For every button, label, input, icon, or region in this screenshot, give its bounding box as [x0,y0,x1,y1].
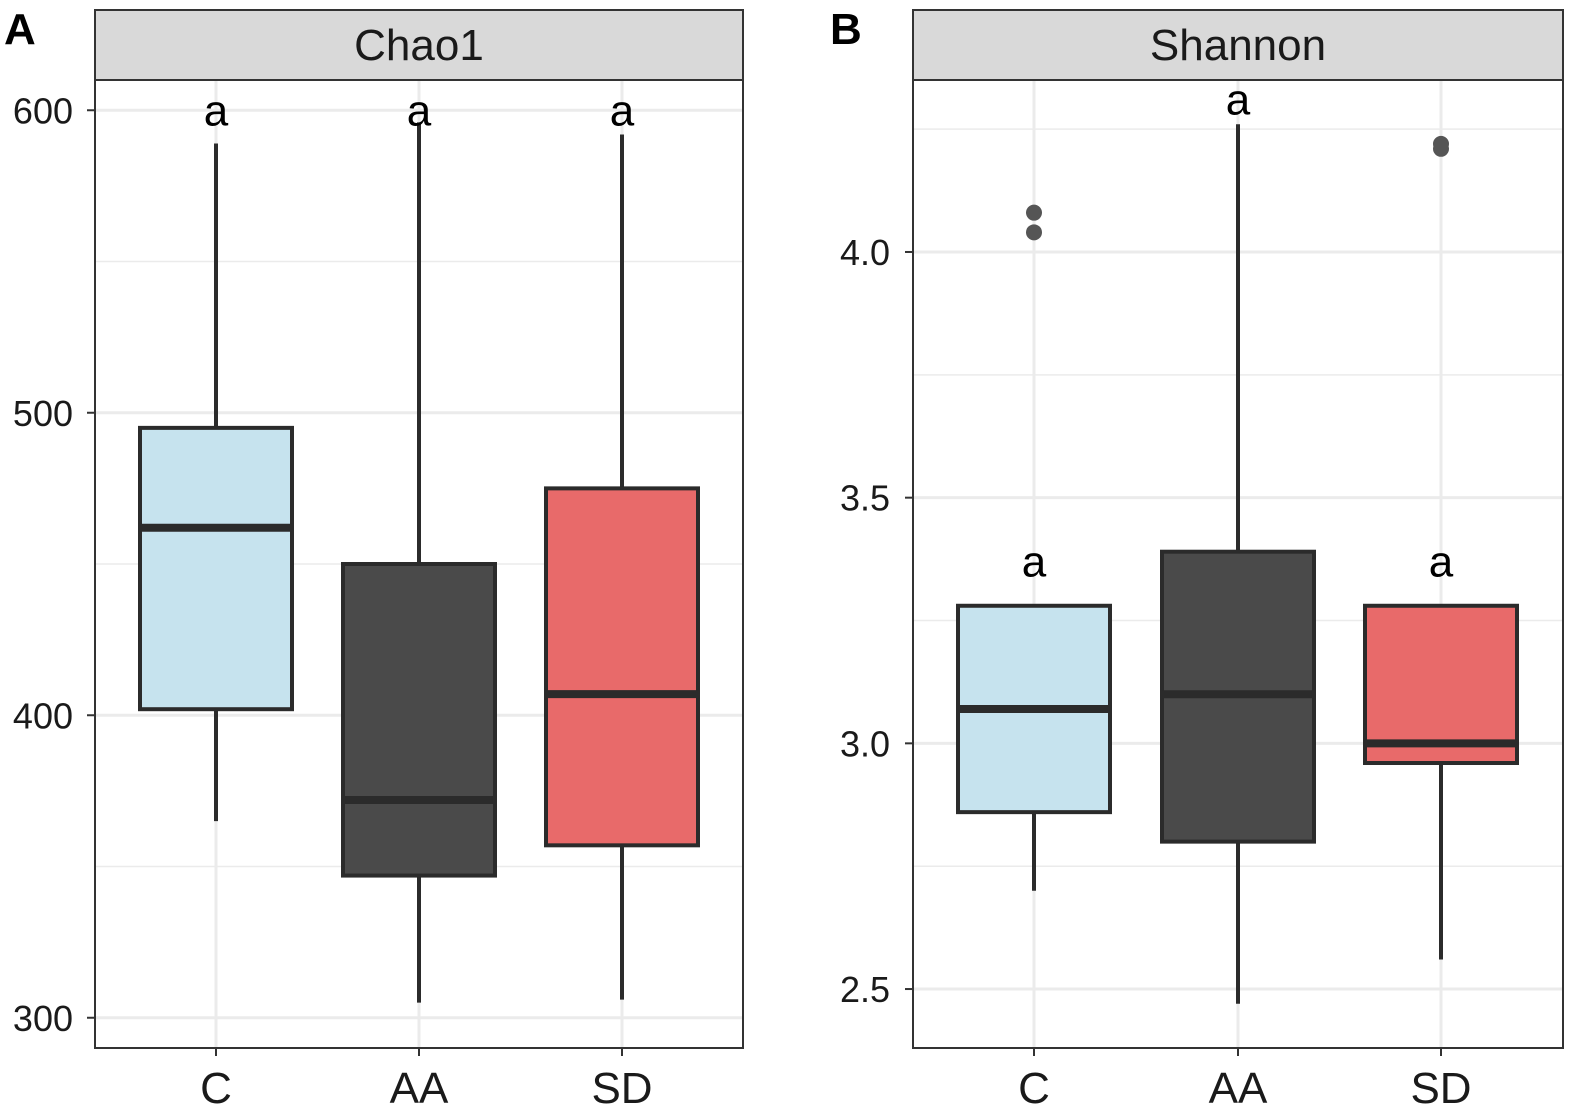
box-aa: a [1160,76,1316,1004]
significance-letter: a [1226,76,1251,125]
x-tick-label: C [1018,1064,1050,1113]
x-tick-label: SD [591,1064,652,1113]
box-iqr [341,562,497,878]
outlier-point [1026,204,1042,221]
significance-letter: a [1022,538,1047,587]
significance-letter: a [204,86,229,135]
x-tick-label: SD [1410,1064,1471,1113]
box-iqr [544,486,700,848]
outlier-point [1026,224,1042,241]
strip-header [912,9,1564,81]
y-tick-label: 400 [13,695,73,736]
strip-title: Chao1 [354,21,484,70]
y-tick-label: 300 [13,998,73,1039]
box-aa: a [341,86,497,1003]
strip-title: Shannon [1150,21,1326,70]
significance-letter: a [407,86,432,135]
y-tick-label: 4.0 [840,232,890,273]
significance-letter: a [610,86,635,135]
box-sd: a [1363,135,1519,960]
box-iqr [1363,603,1519,766]
y-tick-label: 600 [13,90,73,131]
panel-chao1: A Chao1 300 400 500 600 a a a C AA SD [4,5,744,1113]
box-c: a [956,204,1112,891]
panel-label: A [4,5,36,54]
panel-label: B [830,5,862,54]
x-tick-label: AA [390,1064,449,1113]
significance-letter: a [1429,538,1454,587]
box-iqr [138,425,294,712]
y-tick-label: 2.5 [840,969,890,1010]
y-tick-label: 3.0 [840,723,890,764]
box-c: a [138,86,294,822]
panel-shannon: B Shannon 2.5 3.0 3.5 4.0 a a a C AA SD [830,5,1564,1113]
outlier-point [1433,135,1449,152]
box-sd: a [544,86,700,1000]
strip-header [94,9,744,81]
y-tick-label: 3.5 [840,478,890,519]
x-tick-label: AA [1209,1064,1268,1113]
x-tick-label: C [200,1064,232,1113]
y-tick-label: 500 [13,393,73,434]
